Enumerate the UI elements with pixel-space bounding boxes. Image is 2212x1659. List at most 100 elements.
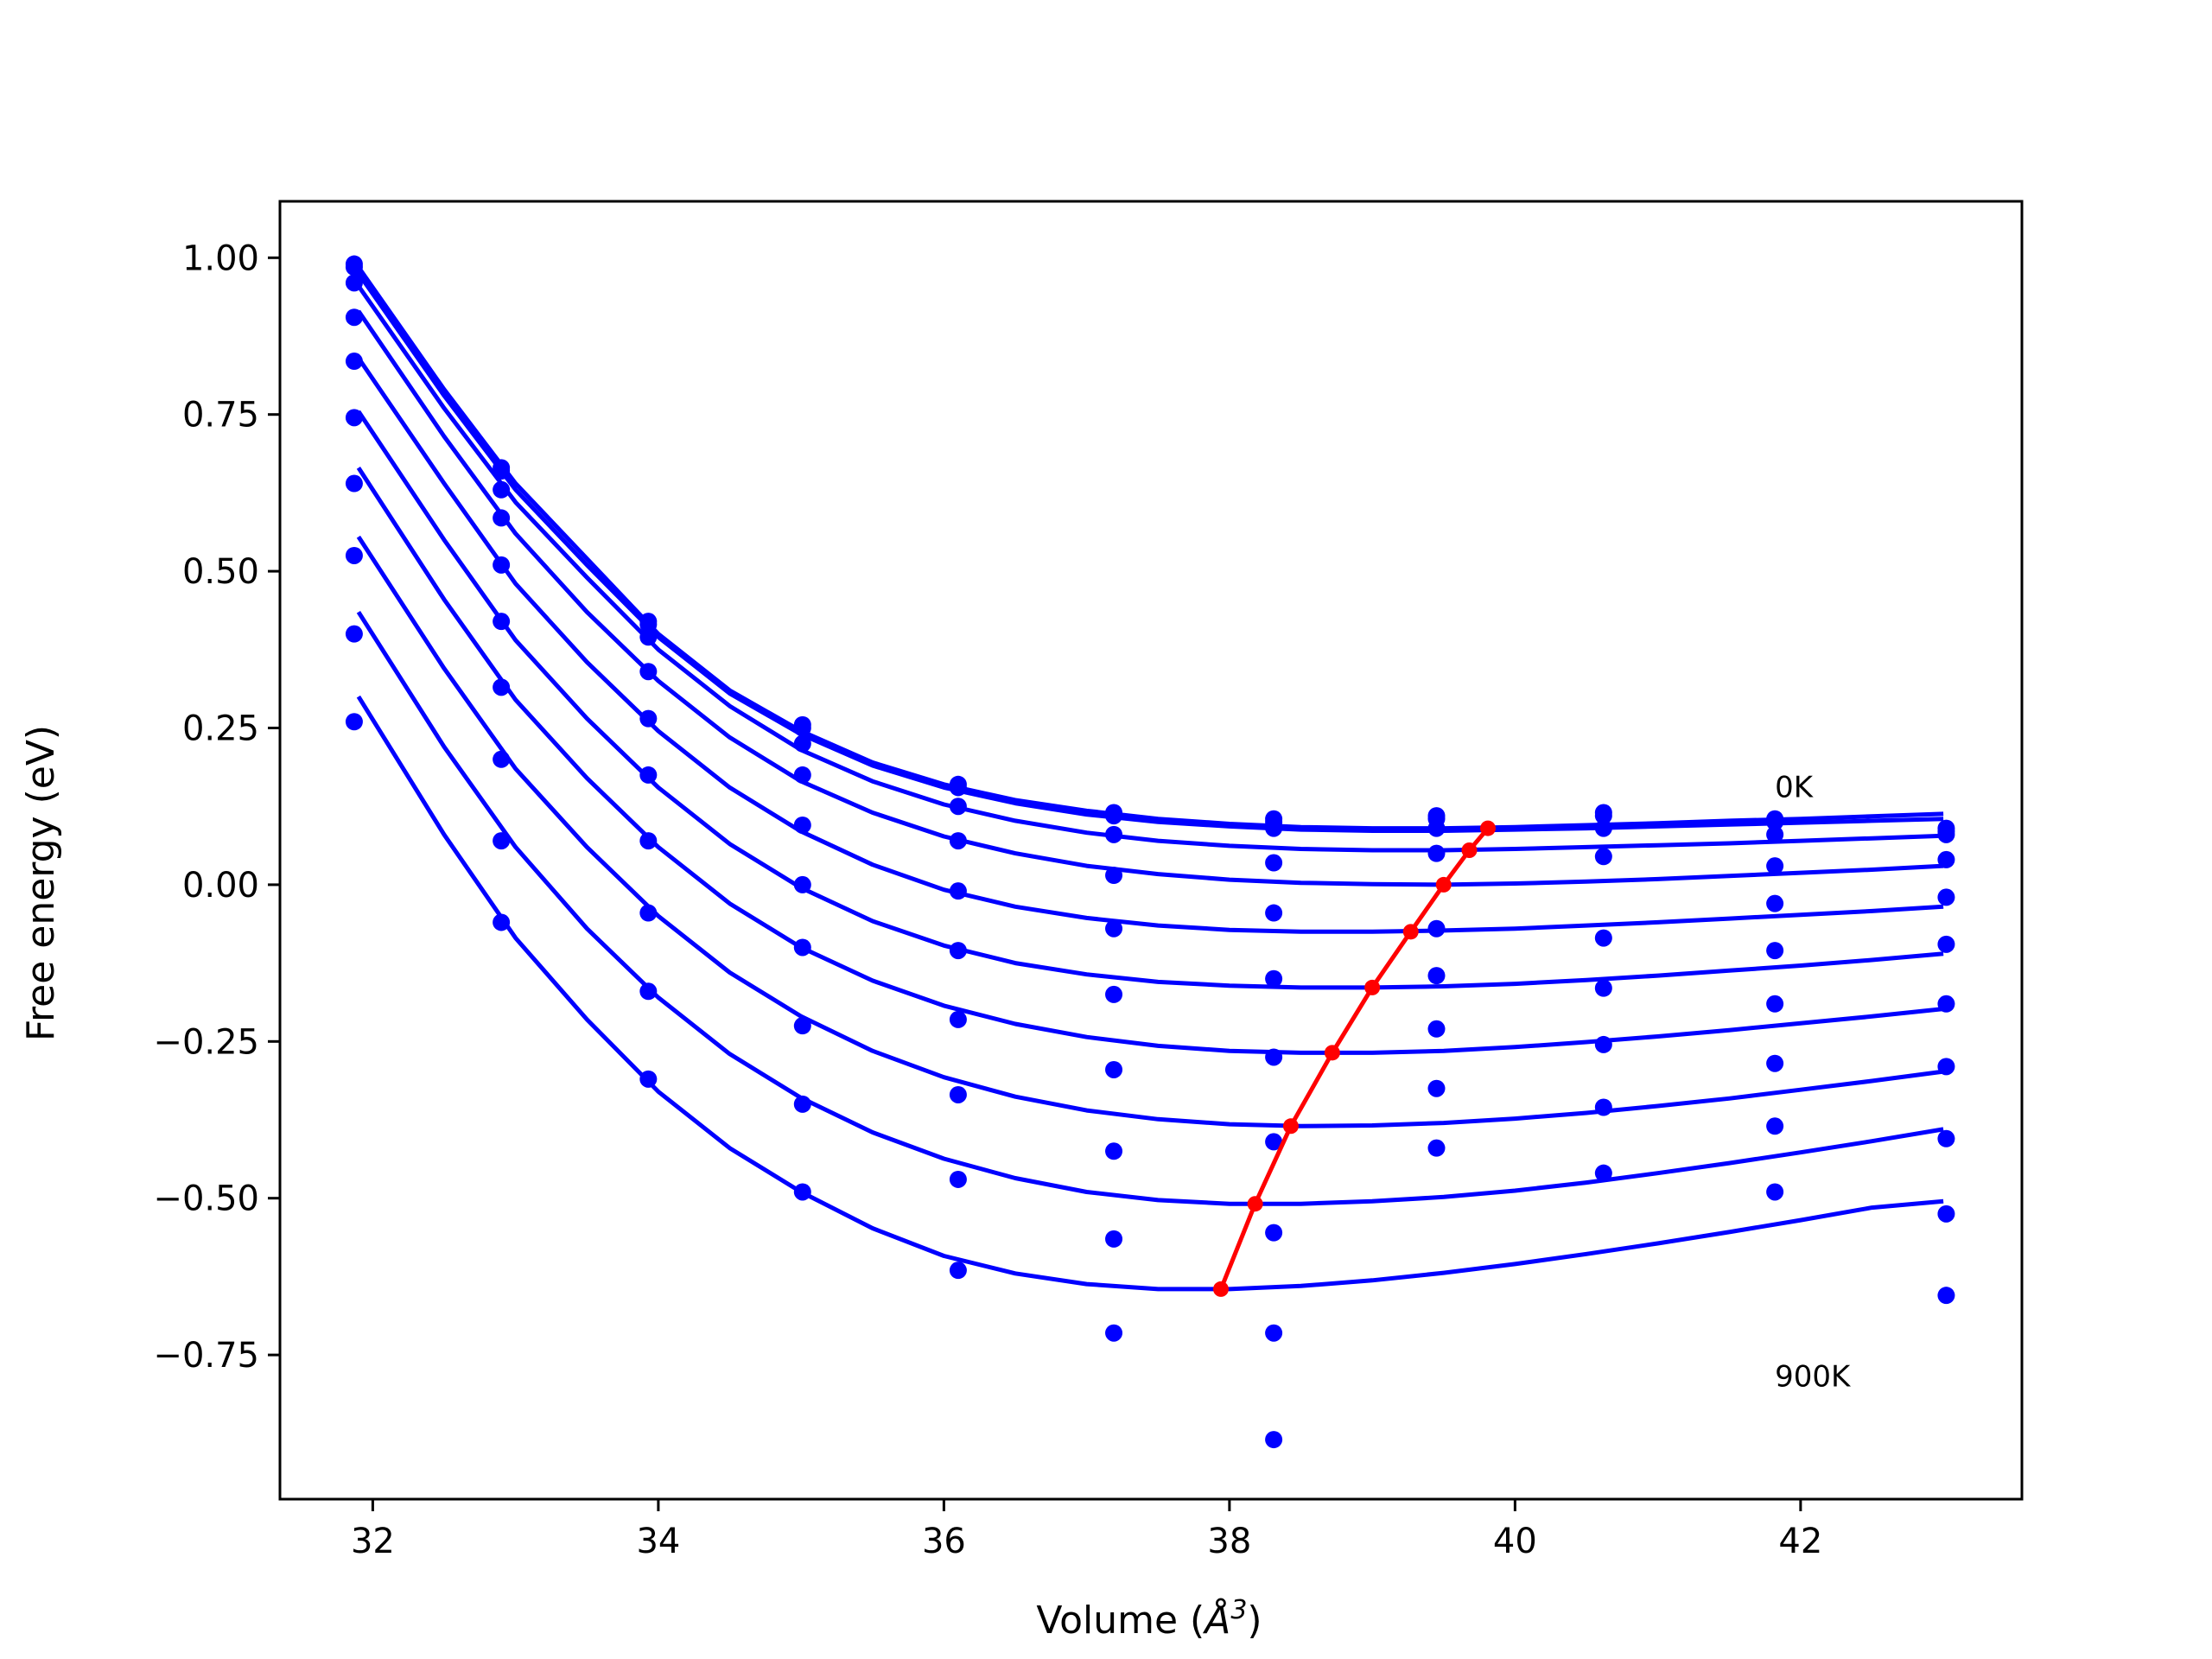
minima-line-group — [1212, 820, 1496, 1297]
data-point — [639, 615, 658, 633]
data-point — [1427, 844, 1446, 862]
data-point — [639, 832, 658, 850]
data-point — [1427, 1020, 1446, 1038]
data-point — [493, 913, 511, 931]
annotations: 0K 900K — [1775, 770, 1852, 1394]
data-point — [793, 1183, 811, 1201]
data-point — [1766, 942, 1784, 960]
data-point — [1766, 813, 1784, 831]
data-point — [493, 750, 511, 768]
x-tick-label: 42 — [1778, 1522, 1822, 1561]
data-point — [1427, 819, 1446, 837]
data-point — [1105, 1324, 1123, 1342]
data-point — [493, 613, 511, 631]
y-tick-label: 0.00 — [182, 866, 259, 906]
data-point — [1937, 888, 1955, 906]
data-point — [345, 546, 363, 564]
data-point — [1265, 969, 1283, 988]
data-point — [493, 462, 511, 480]
temperature-annotation: 900K — [1775, 1359, 1852, 1394]
data-point — [639, 904, 658, 922]
data-point — [1937, 995, 1955, 1013]
x-axis-label: Volume (Å3) — [1036, 1595, 1262, 1643]
data-point — [949, 798, 967, 816]
fit-curve — [356, 356, 1944, 934]
data-point — [1594, 848, 1612, 866]
x-tick-label: 36 — [922, 1522, 966, 1561]
data-point — [1105, 919, 1123, 938]
data-point — [1427, 919, 1446, 938]
data-point — [949, 1010, 967, 1028]
data-point — [345, 474, 363, 493]
y-axis-label: Free energy (eV) — [19, 725, 63, 1041]
fit-curve — [356, 610, 1944, 1206]
y-tick-label: −0.50 — [153, 1179, 259, 1219]
data-point — [345, 353, 363, 371]
minimum-point — [1212, 1281, 1229, 1297]
data-point — [1265, 854, 1283, 872]
fit-curves — [356, 265, 1944, 1292]
fit-curve — [356, 695, 1944, 1292]
data-point — [949, 882, 967, 900]
data-point — [1937, 825, 1955, 843]
data-point — [949, 1262, 967, 1280]
data-point — [1594, 819, 1612, 837]
data-point — [1105, 825, 1123, 843]
data-point — [1427, 1079, 1446, 1097]
y-tick-label: 0.50 — [182, 552, 259, 592]
data-point — [345, 258, 363, 276]
data-point — [1937, 850, 1955, 868]
minimum-point — [1435, 876, 1452, 893]
data-point — [949, 779, 967, 797]
data-point — [949, 1170, 967, 1188]
minimum-point — [1364, 979, 1381, 995]
fit-curve — [356, 309, 1944, 887]
data-point — [345, 713, 363, 731]
data-point — [1105, 1230, 1123, 1248]
data-point — [1766, 1117, 1784, 1135]
data-point — [1594, 1098, 1612, 1116]
data-point — [1105, 985, 1123, 1003]
data-point — [345, 409, 363, 427]
fit-curve — [356, 265, 1944, 831]
data-point — [1937, 935, 1955, 953]
data-point — [793, 938, 811, 957]
data-point — [639, 982, 658, 1001]
data-point — [1265, 1224, 1283, 1242]
x-tick-label: 40 — [1493, 1522, 1537, 1561]
data-point — [1265, 819, 1283, 837]
data-point — [1766, 1183, 1784, 1201]
data-point — [1265, 1431, 1283, 1449]
data-point — [1105, 867, 1123, 885]
data-point — [1105, 1060, 1123, 1078]
x-tick-label: 32 — [351, 1522, 395, 1561]
data-point — [639, 766, 658, 784]
plot-frame — [278, 200, 2024, 1501]
data-point — [1427, 967, 1446, 985]
data-point — [949, 832, 967, 850]
data-point — [793, 875, 811, 893]
data-point — [493, 678, 511, 696]
data-point — [949, 942, 967, 960]
minimum-point — [1479, 820, 1496, 836]
data-point — [493, 480, 511, 499]
data-point — [793, 719, 811, 737]
data-point — [1265, 1324, 1283, 1342]
y-tick-label: −0.75 — [153, 1336, 259, 1376]
data-point — [793, 816, 811, 834]
data-point — [345, 308, 363, 327]
data-point — [793, 734, 811, 753]
minimum-point — [1324, 1045, 1340, 1061]
data-point — [1105, 1142, 1123, 1160]
minimum-point — [1282, 1118, 1299, 1135]
data-point — [1265, 1133, 1283, 1151]
minima-line — [1218, 826, 1490, 1290]
x-tick-label: 38 — [1207, 1522, 1251, 1561]
y-axis-ticks: 1.00 0.75 0.50 0.25 0.00 −0.25 −0.50 −0.75 — [153, 238, 280, 1376]
temperature-annotation: 0K — [1775, 770, 1815, 804]
data-point — [793, 766, 811, 784]
data-point — [1937, 1287, 1955, 1305]
data-point — [493, 509, 511, 527]
data-point — [639, 709, 658, 728]
data-point — [639, 663, 658, 681]
